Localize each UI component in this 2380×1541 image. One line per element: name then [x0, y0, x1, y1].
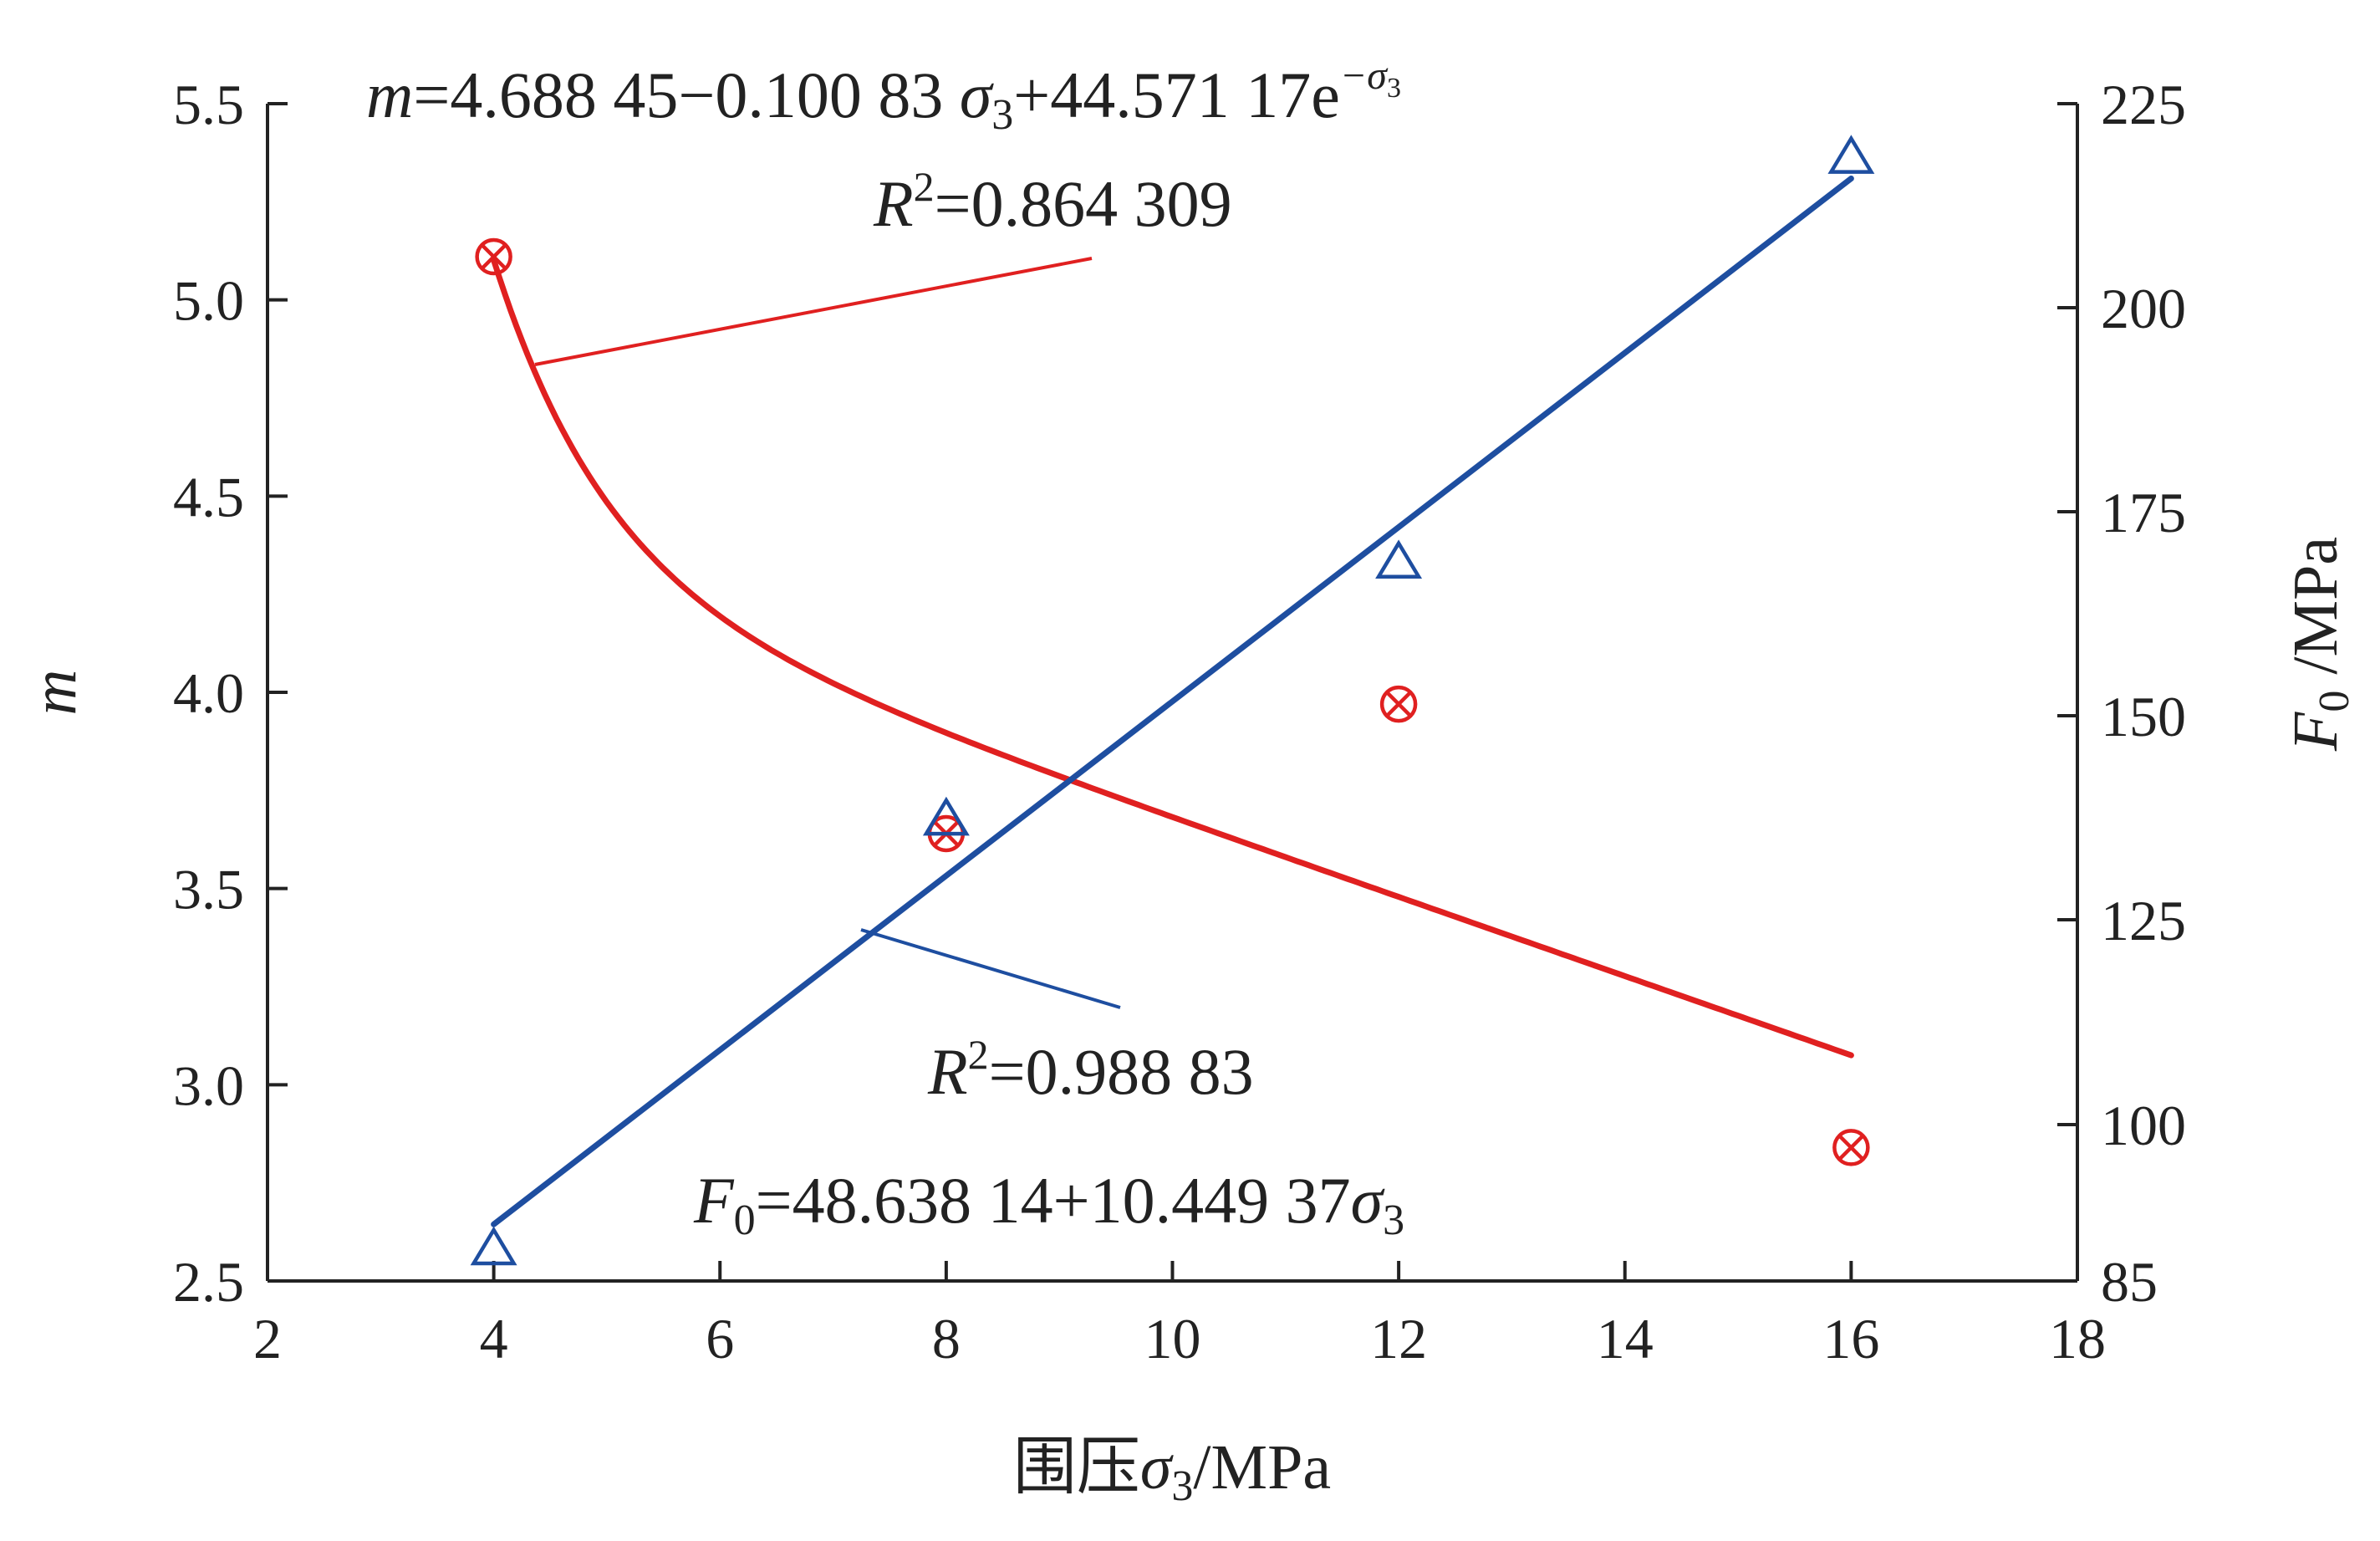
y-right-tick-label: 175	[2101, 481, 2186, 544]
y-right-axis-title: F0 /MPa	[2281, 537, 2358, 752]
m-fit-r-squared: R2=0.864 309	[873, 163, 1232, 240]
y-left-axis-title: m	[19, 670, 89, 716]
f-data-point	[470, 1226, 517, 1266]
y-left-tick-label: 5.5	[173, 73, 244, 136]
x-tick-label: 10	[1144, 1307, 1201, 1370]
f-fit-line	[491, 176, 1854, 1227]
m-point-cross	[482, 244, 507, 269]
x-tick-label: 8	[932, 1307, 961, 1370]
m-fit-curve	[491, 257, 1854, 1059]
f-data-point	[922, 796, 970, 836]
fit-curves	[491, 176, 1854, 1227]
ticks: 2 4 6 8 10 12 14 16 18 2.5 3.0 3.5 4.0 4.5 5.0 5.5 85 100…	[173, 73, 2186, 1370]
y-left-tick-label: 5.0	[173, 269, 244, 333]
m-point-circle	[1379, 685, 1418, 723]
x-tick-label: 18	[2049, 1307, 2106, 1370]
m-fit-equation: m=4.688 45−0.100 83 σ3+44.571 17e−σ3	[366, 54, 1401, 139]
f-fit-equation: F0=48.638 14+10.449 37σ3	[693, 1164, 1404, 1244]
y-left-tick-label: 4.0	[173, 661, 244, 725]
f-fit-r-squared: R2=0.988 83	[927, 1031, 1254, 1108]
m-point-circle	[475, 237, 512, 276]
y-right-tick-label: 200	[2101, 277, 2186, 340]
x-tick-label: 6	[706, 1307, 734, 1370]
m-data-point	[1379, 685, 1418, 723]
x-tick-label: 14	[1597, 1307, 1654, 1370]
y-left-tick-label: 2.5	[173, 1250, 244, 1314]
x-tick-label: 12	[1370, 1307, 1427, 1370]
x-tick-label: 2	[253, 1307, 282, 1370]
x-tick-label: 4	[480, 1307, 508, 1370]
y-right-tick-label: 100	[2101, 1094, 2186, 1157]
m-data-point	[1832, 1129, 1870, 1166]
y-right-tick-label: 125	[2101, 889, 2186, 952]
leader-lines	[534, 257, 1121, 1009]
m-point-cross	[1838, 1135, 1863, 1161]
y-left-tick-label: 3.0	[173, 1054, 244, 1117]
m-fit-leader-line	[534, 257, 1093, 366]
y-left-tick-label: 4.5	[173, 465, 244, 528]
f-data-point	[1375, 539, 1423, 579]
m-data-point	[475, 237, 512, 276]
m-point-circle	[1832, 1129, 1870, 1166]
x-tick-label: 16	[1822, 1307, 1879, 1370]
y-right-tick-label: 225	[2101, 73, 2186, 136]
x-axis-title: 围压σ3/MPa	[1013, 1432, 1331, 1510]
y-left-tick-label: 3.5	[173, 858, 244, 921]
f-data-point	[1827, 135, 1875, 174]
y-right-tick-label: 85	[2101, 1250, 2158, 1314]
m-point-cross	[1386, 691, 1411, 717]
y-right-tick-label: 150	[2101, 685, 2186, 748]
f-fit-leader-line	[860, 928, 1121, 1009]
markers	[470, 135, 1875, 1266]
